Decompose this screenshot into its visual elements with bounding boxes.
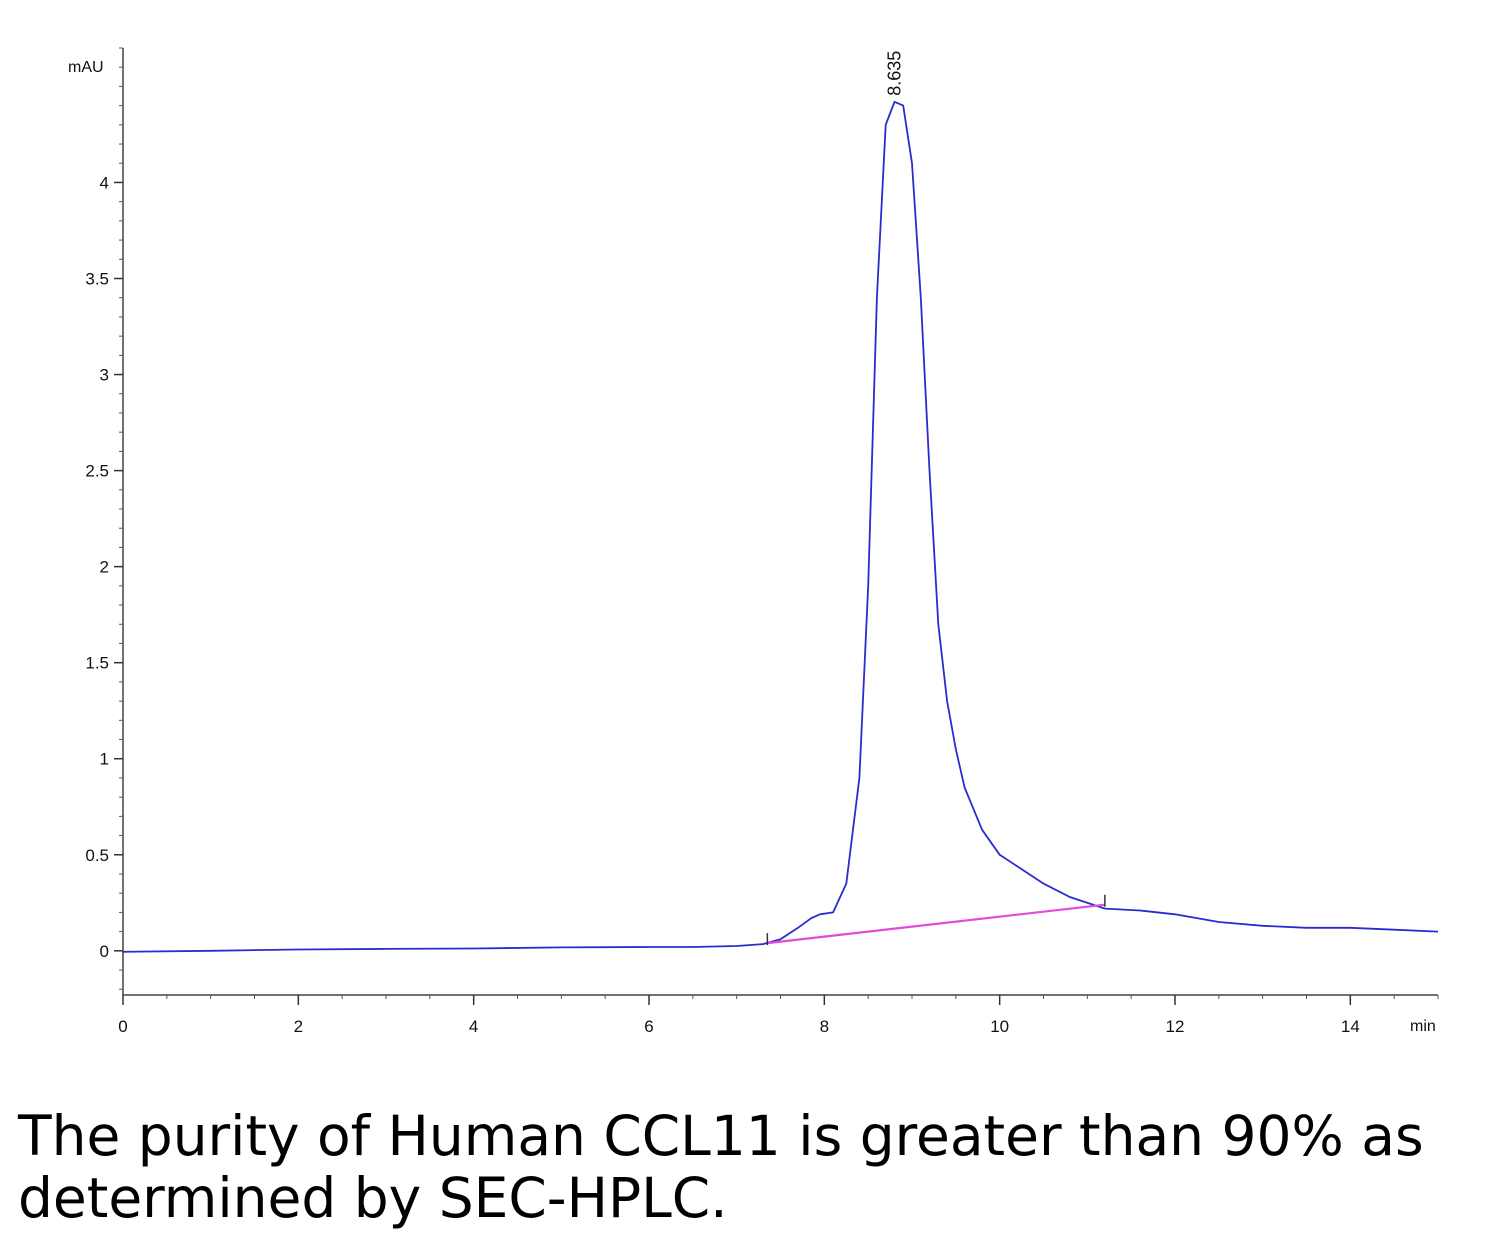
x-tick-label: 12 bbox=[1166, 1017, 1185, 1036]
x-tick-label: 10 bbox=[990, 1017, 1009, 1036]
x-tick-label: 6 bbox=[644, 1017, 653, 1036]
y-tick-label: 1 bbox=[100, 750, 109, 769]
peak-annotations: 8.635 bbox=[884, 51, 904, 96]
x-tick-label: 0 bbox=[118, 1017, 127, 1036]
y-axis-major-ticks: 0 0.5 1 1.5 2 2.5 3 3.5 4 bbox=[85, 173, 123, 961]
x-axis-unit-label: min bbox=[1410, 1018, 1436, 1035]
peak-retention-label: 8.635 bbox=[884, 51, 904, 96]
x-tick-label: 2 bbox=[294, 1017, 303, 1036]
y-tick-label: 0 bbox=[100, 942, 109, 961]
y-tick-label: 2 bbox=[100, 558, 109, 577]
y-tick-label: 3.5 bbox=[85, 270, 109, 289]
series-layer bbox=[122, 100, 1439, 953]
integration-marks bbox=[766, 894, 1106, 946]
y-tick-label: 0.5 bbox=[85, 846, 109, 865]
x-axis-major-ticks: 0 2 4 6 8 10 12 14 bbox=[118, 995, 1360, 1036]
x-tick-label: 14 bbox=[1341, 1017, 1360, 1036]
x-tick-label: 8 bbox=[820, 1017, 829, 1036]
baseline-line bbox=[767, 903, 1106, 945]
x-axis: 0 2 4 6 8 10 12 14 min bbox=[118, 994, 1439, 1036]
chromatogram-trace bbox=[122, 100, 1439, 953]
chromatogram-chart: 0 0.5 1 1.5 2 2.5 3 3.5 4 mAU 0 2 4 6 8 10 12 14 min 8.… bbox=[68, 47, 1439, 1036]
y-tick-label: 2.5 bbox=[85, 462, 109, 481]
caption-text: The purity of Human CCL11 is greater tha… bbox=[18, 1104, 1424, 1230]
y-tick-label: 4 bbox=[100, 173, 109, 192]
y-axis-unit-label: mAU bbox=[68, 59, 104, 76]
y-axis: 0 0.5 1 1.5 2 2.5 3 3.5 4 mAU bbox=[68, 47, 124, 995]
y-tick-label: 3 bbox=[100, 366, 109, 385]
y-tick-label: 1.5 bbox=[85, 654, 109, 673]
x-axis-minor-ticks bbox=[122, 995, 1439, 999]
x-tick-label: 4 bbox=[469, 1017, 478, 1036]
